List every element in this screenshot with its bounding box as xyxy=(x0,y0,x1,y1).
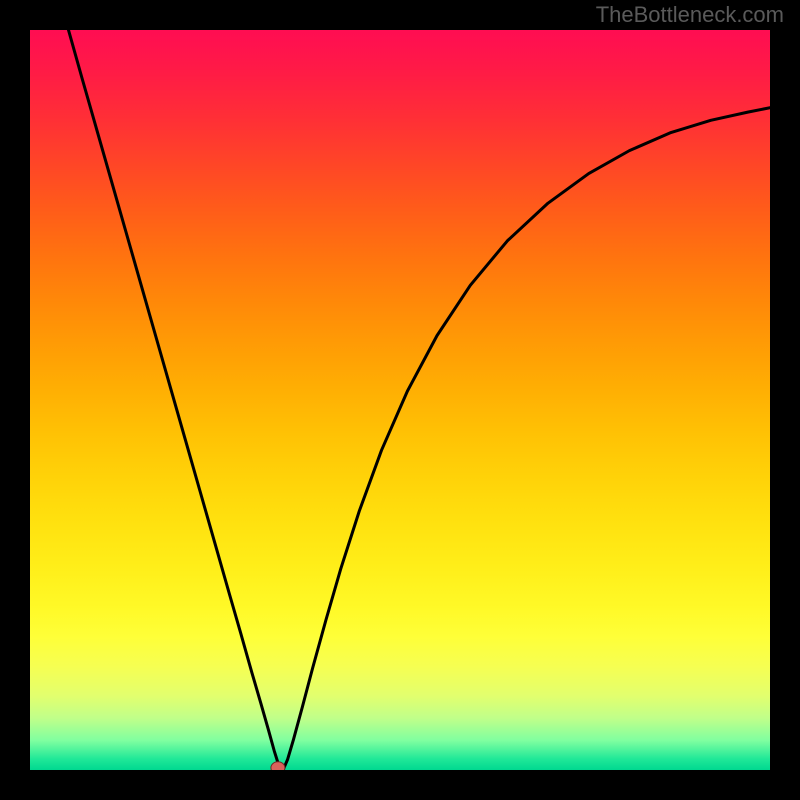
plot-svg xyxy=(30,30,770,770)
watermark-text: TheBottleneck.com xyxy=(596,2,784,28)
plot-frame xyxy=(30,30,770,770)
gradient-background xyxy=(30,30,770,770)
optimal-point-marker xyxy=(271,762,285,770)
